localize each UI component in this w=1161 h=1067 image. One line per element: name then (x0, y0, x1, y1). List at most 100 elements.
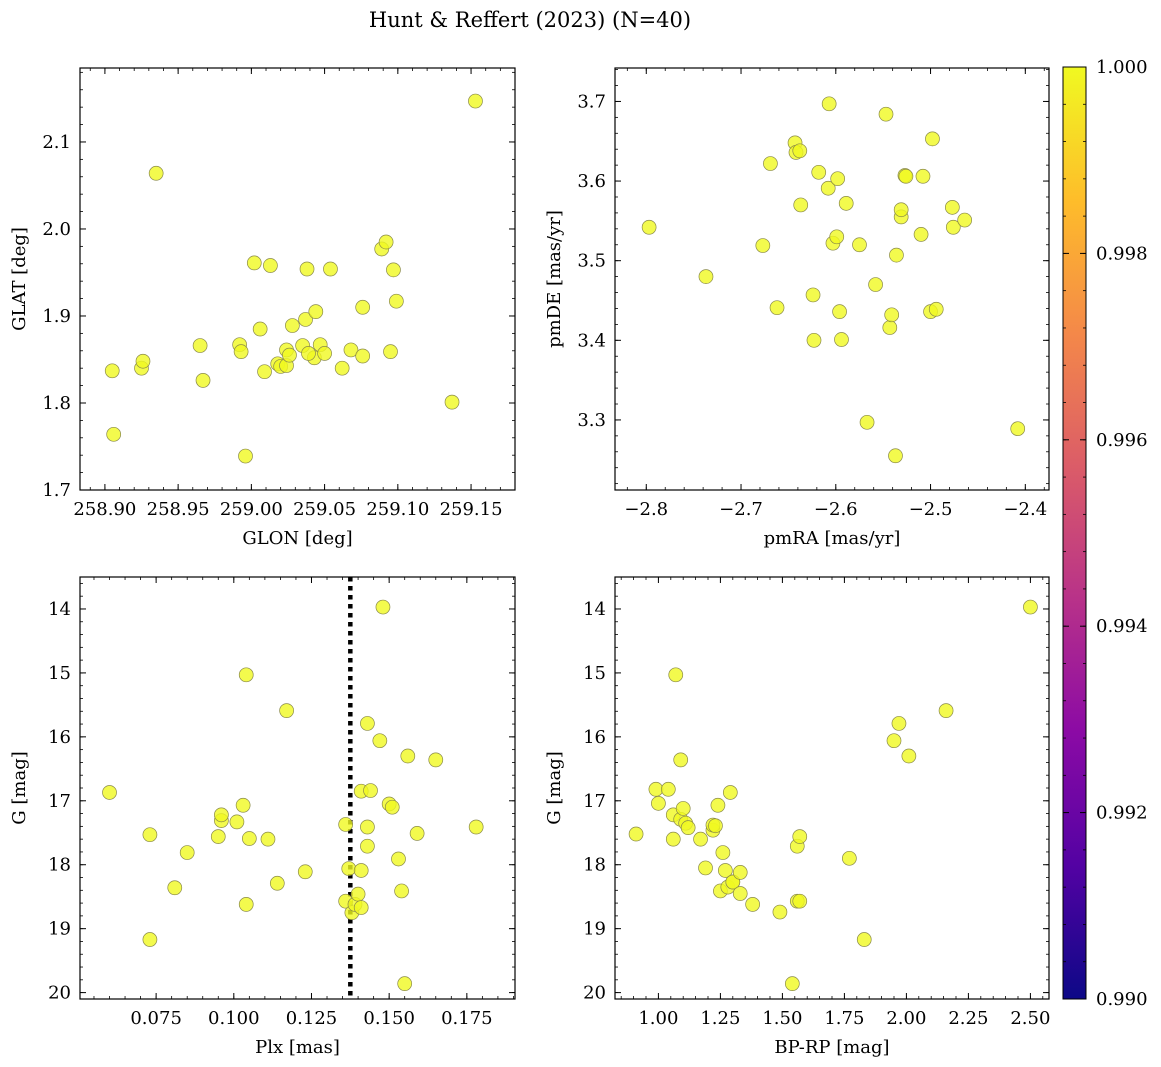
x-tick-label: −2.6 (814, 499, 858, 520)
x-tick-label: 259.05 (293, 499, 356, 520)
data-point (718, 863, 733, 878)
data-point (106, 426, 122, 442)
data-point (299, 261, 315, 277)
x-axis-label: Plx [mas] (255, 1037, 340, 1058)
panel-proper-motion: −2.8 −2.7 −2.6 −2.5 −2.4 3.3 3.4 3.5 3.6 3.7 pmRA … (544, 67, 1050, 549)
data-point (238, 448, 253, 464)
x-tick-label: 0.150 (363, 1008, 415, 1029)
y-axis-label: G [mag] (544, 751, 565, 824)
y-tick-label: 1.7 (42, 480, 71, 501)
data-point (811, 164, 827, 180)
colorbar-tick-label: 0.994 (1096, 616, 1148, 637)
plot-frame (79, 67, 516, 491)
data-point (323, 261, 338, 277)
data-point (383, 344, 398, 360)
colorbar-tick-label: 0.998 (1096, 243, 1148, 264)
x-tick-label: −2.8 (624, 499, 668, 520)
y-tick-label: 18 (583, 855, 606, 876)
data-point (372, 733, 388, 749)
x-tick-label: 0.125 (286, 1008, 338, 1029)
x-tick-label: −2.5 (909, 499, 953, 520)
data-point (829, 229, 845, 245)
data-point (308, 304, 324, 319)
data-point (1023, 599, 1038, 615)
data-point (708, 818, 723, 834)
data-point (898, 168, 914, 184)
y-axis-label: pmDE [mas/yr] (544, 210, 565, 348)
data-point (269, 875, 285, 891)
data-point (282, 347, 297, 363)
data-point (444, 394, 460, 410)
data-point (142, 932, 158, 947)
data-point (792, 829, 808, 844)
y-tick-label: 16 (583, 727, 606, 748)
y-tick-label: 20 (48, 983, 71, 1004)
y-tick-label: 16 (48, 727, 71, 748)
data-point (257, 364, 272, 380)
data-point (334, 360, 350, 376)
y-tick-label: 3.6 (577, 171, 606, 192)
data-point (944, 199, 960, 215)
data-point (945, 219, 961, 235)
x-tick-label: 258.90 (73, 499, 136, 520)
y-tick-label: 19 (48, 919, 71, 940)
data-point (675, 801, 691, 816)
x-tick-label: 2.00 (886, 1008, 926, 1029)
y-tick-label: 20 (583, 983, 606, 1004)
data-point (341, 861, 357, 876)
data-point (792, 893, 808, 909)
data-point (913, 227, 929, 242)
data-point (693, 831, 708, 847)
data-point (400, 748, 416, 764)
y-tick-label: 3.3 (577, 410, 606, 431)
data-point (360, 716, 375, 731)
data-point (394, 883, 409, 899)
data-point (317, 346, 332, 361)
x-tick-label: 2.50 (1010, 1008, 1050, 1029)
data-point (806, 332, 822, 348)
data-point (888, 448, 903, 464)
data-point (260, 831, 276, 847)
x-tick-label: 1.50 (762, 1008, 802, 1029)
data-point (195, 373, 211, 388)
data-point (167, 880, 183, 896)
data-point (925, 131, 940, 147)
data-point (179, 845, 195, 860)
data-point (279, 703, 294, 718)
data-point (901, 748, 917, 764)
x-tick-label: 258.95 (147, 499, 210, 520)
data-point (353, 863, 369, 878)
x-tick-label: 1.75 (824, 1008, 864, 1029)
figure-title: Hunt & Reffert (2023) (N=40) (369, 8, 691, 32)
x-tick-label: 259.10 (366, 499, 429, 520)
data-point (192, 338, 208, 353)
y-axis-label: G [mag] (9, 751, 30, 824)
data-point (285, 318, 300, 333)
data-point (772, 904, 788, 920)
plot-frame (614, 67, 1050, 491)
data-point (214, 807, 229, 823)
data-point (763, 156, 778, 171)
colorbar-tick-label: 0.996 (1096, 430, 1148, 451)
data-point (343, 342, 359, 358)
data-point (882, 320, 898, 335)
data-point (834, 332, 849, 347)
data-point (360, 838, 375, 854)
colorbar-tick-label: 0.990 (1096, 989, 1148, 1010)
data-point (680, 820, 696, 835)
data-point (732, 865, 748, 880)
data-point (148, 165, 164, 181)
data-point (651, 795, 666, 811)
data-point (235, 797, 251, 813)
x-tick-label: 259.00 (220, 499, 283, 520)
data-point (698, 860, 713, 876)
data-point (889, 247, 904, 263)
data-point (820, 180, 836, 196)
x-tick-label: 1.00 (638, 1008, 678, 1029)
data-point (891, 716, 907, 731)
data-point (842, 850, 857, 866)
x-axis-label: BP-RP [mag] (774, 1037, 889, 1058)
data-point (104, 363, 120, 379)
data-point (784, 976, 800, 992)
